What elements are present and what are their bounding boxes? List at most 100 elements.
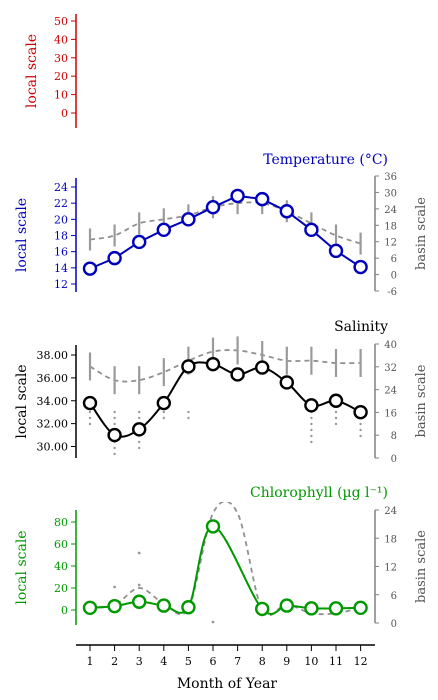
- basin-outlier-point: [88, 416, 92, 420]
- left-tick-label: 30.00: [37, 441, 69, 454]
- x-tick-label: 1: [87, 655, 94, 668]
- data-point: [82, 395, 98, 411]
- right-tick-label: 16: [384, 408, 397, 419]
- right-tick-label: 18: [384, 221, 397, 232]
- basin-outlier-point: [137, 583, 141, 587]
- basin-outlier-point: [310, 422, 313, 426]
- right-axis-label: basin scale: [414, 530, 429, 603]
- left-tick-label: 20: [54, 70, 68, 83]
- data-point: [328, 243, 344, 259]
- data-point: [205, 519, 221, 534]
- panel-salinity: 38.00 36.00 34.00 32.00 30.00 local scale Sali…: [14, 319, 429, 465]
- data-point: [353, 600, 368, 615]
- basin-outlier-point: [88, 410, 92, 414]
- panel-temperature: 24 22 20 18 16 14 12 local scale Temperature (°C…: [14, 152, 429, 298]
- basin-outlier-point: [310, 416, 313, 420]
- left-tick-label: 18: [54, 230, 68, 243]
- data-point: [205, 200, 221, 215]
- data-point: [353, 404, 368, 420]
- left-tick-label: 0: [61, 604, 68, 617]
- left-tick-label: 10: [54, 89, 68, 102]
- right-tick-label: 36: [384, 172, 397, 183]
- left-tick-label: 12: [54, 278, 68, 291]
- left-tick-label: 38.00: [37, 349, 69, 362]
- basin-outlier-point: [113, 452, 116, 456]
- x-tick-label: 9: [283, 655, 290, 668]
- basin-outlier-point: [359, 428, 362, 432]
- right-tick-label: 8: [391, 431, 397, 442]
- right-tick-label: 24: [384, 386, 397, 397]
- data-point: [304, 398, 319, 413]
- left-axis-label: local scale: [14, 530, 30, 604]
- basin-outlier-point: [113, 416, 116, 420]
- data-point: [304, 601, 319, 616]
- data-point: [181, 359, 196, 374]
- basin-outlier-point: [113, 585, 116, 589]
- left-tick-label: 34.00: [37, 395, 69, 408]
- basin-outlier-point: [334, 416, 338, 420]
- data-point: [131, 422, 147, 437]
- data-point: [181, 600, 196, 615]
- right-tick-label: 12: [384, 563, 397, 574]
- data-point: [353, 259, 368, 275]
- left-tick-label: 14: [54, 262, 68, 275]
- basin-outlier-point: [88, 422, 92, 426]
- left-tick-label: 80: [54, 516, 68, 529]
- x-tick-label: 10: [304, 655, 318, 668]
- left-tick-label: 60: [54, 538, 68, 551]
- data-point: [156, 395, 172, 411]
- basin-outlier-point: [334, 410, 338, 414]
- basin-outlier-point: [310, 440, 313, 444]
- left-axis-label: local scale: [14, 198, 30, 272]
- left-tick-label: 40: [54, 33, 68, 46]
- data-point: [328, 601, 344, 616]
- basin-outlier-point: [113, 410, 116, 414]
- basin-outlier-point: [359, 434, 362, 438]
- left-tick-label: 50: [54, 15, 68, 28]
- basin-outlier-point: [137, 551, 141, 555]
- panel-title: Salinity: [334, 319, 388, 335]
- right-tick-label: 0: [391, 271, 397, 282]
- right-tick-label: 24: [384, 205, 397, 216]
- x-tick-label: 5: [185, 655, 192, 668]
- right-tick-label: 18: [384, 534, 397, 545]
- data-point: [107, 250, 122, 266]
- panel-title: Chlorophyll (µg l⁻¹): [250, 485, 388, 501]
- right-tick-label: 32: [384, 363, 397, 374]
- left-tick-label: 30: [54, 52, 68, 65]
- right-tick-label: 30: [384, 188, 397, 199]
- x-tick-label: 2: [111, 655, 118, 668]
- data-point: [255, 601, 270, 617]
- right-tick-label: 0: [391, 619, 397, 630]
- right-axis-label: basin scale: [414, 197, 429, 270]
- basin-outlier-point: [310, 434, 313, 438]
- x-tick-label: 8: [259, 655, 266, 668]
- series-line: [89, 194, 362, 270]
- basin-outlier-point: [310, 428, 313, 432]
- series-line: [89, 525, 361, 615]
- x-tick-label: 7: [234, 655, 241, 668]
- panel-title: Temperature (°C): [263, 152, 388, 168]
- right-tick-label: 40: [384, 340, 397, 351]
- basin-outlier-point: [138, 440, 141, 444]
- data-point: [205, 356, 221, 372]
- left-tick-label: 16: [54, 246, 68, 259]
- x-axis-label: Month of Year: [177, 676, 278, 692]
- basin-outlier-point: [162, 410, 165, 414]
- data-point: [131, 234, 147, 250]
- left-tick-label: 0: [61, 107, 68, 120]
- left-tick-label: 36.00: [37, 372, 69, 385]
- basin-outlier-point: [113, 446, 116, 450]
- x-tick-label: 11: [329, 655, 343, 668]
- x-tick-label: 6: [210, 655, 217, 668]
- data-point: [107, 598, 122, 614]
- basin-outlier-point: [138, 416, 141, 420]
- data-point: [230, 367, 245, 382]
- basin-outlier-point: [162, 416, 165, 420]
- basin-outlier-point: [138, 446, 141, 450]
- left-axis-label: local scale: [24, 34, 40, 108]
- right-tick-label: 6: [391, 254, 397, 265]
- data-point: [279, 598, 294, 613]
